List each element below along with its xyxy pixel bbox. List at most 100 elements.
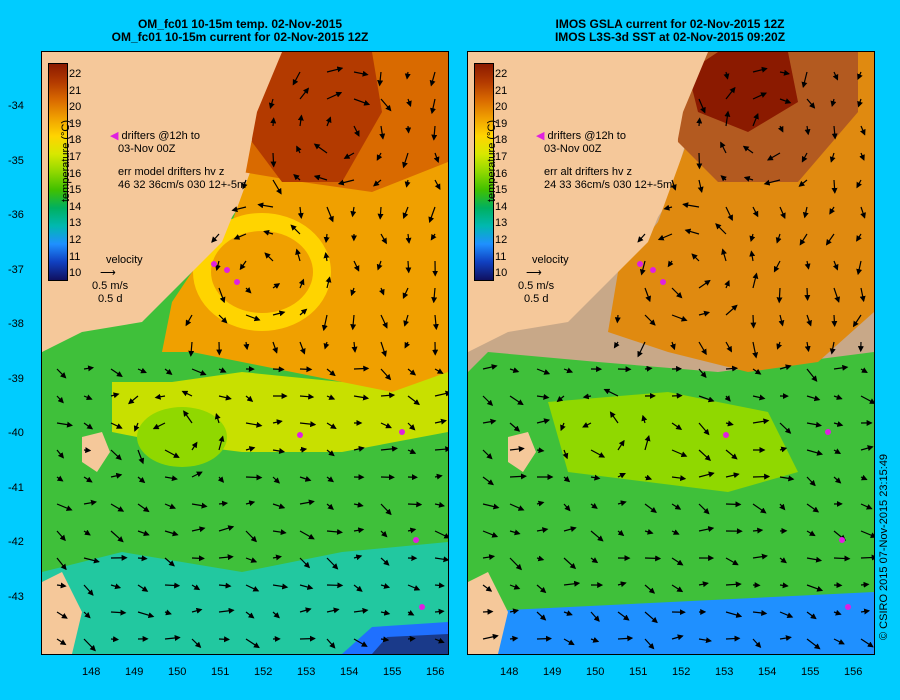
velocity-arrow (536, 555, 545, 562)
velocity-arrow (272, 529, 287, 536)
velocity-arrow (407, 368, 417, 376)
velocity-arrow (671, 557, 684, 566)
drifters-label-2: 03-Nov 00Z (544, 143, 602, 155)
velocity-arrow (380, 368, 392, 381)
velocity-arrow (402, 287, 409, 300)
velocity-arrow (164, 582, 181, 589)
velocity-arrow (582, 393, 592, 400)
velocity-arrow (698, 422, 710, 436)
velocity-arrow (833, 555, 851, 562)
velocity-arrow (164, 635, 181, 641)
velocity-arrow (779, 422, 792, 434)
velocity-arrow (806, 98, 816, 109)
velocity-arrow (56, 475, 64, 482)
longitude-tick: 156 (844, 666, 863, 678)
velocity-arrow (353, 260, 360, 272)
colorbar-label: 22 (495, 68, 508, 80)
velocity-arrow (323, 252, 330, 262)
velocity-arrow (181, 390, 193, 397)
velocity-arrow (724, 110, 731, 127)
velocity-arrow (671, 529, 680, 535)
velocity-arrow (752, 66, 768, 73)
velocity-arrow (434, 179, 441, 191)
velocity-arrow (353, 607, 369, 614)
velocity-arrow (137, 584, 149, 592)
right-map-panel: 22 21 20 19 18 17 16 15 14 13 12 11 10 temperature (… (467, 51, 875, 655)
velocity-arrow (752, 341, 759, 359)
velocity-arrow (110, 636, 120, 643)
velocity-arrow (617, 581, 627, 588)
velocity-arrow (432, 314, 439, 331)
velocity-arrow (380, 636, 390, 643)
velocity-arrow (218, 435, 225, 451)
velocity-arrow (723, 71, 730, 80)
velocity-arrow (218, 582, 232, 589)
velocity-arrow (617, 473, 626, 479)
colorbar-label: 20 (69, 101, 82, 114)
velocity-arrow (831, 314, 838, 328)
velocity-arrow (720, 175, 727, 182)
velocity-arrow (617, 500, 627, 507)
velocity-arrow-icon: ⟶ (100, 267, 116, 279)
velocity-arrow (83, 422, 94, 430)
velocity-arrow (563, 638, 575, 646)
velocity-arrows (482, 66, 874, 650)
velocity-arrow (434, 446, 448, 453)
left-map-panel: 22 21 20 19 18 17 16 15 14 13 12 11 10 temperature (… (41, 51, 449, 655)
velocity-arrow (617, 529, 625, 537)
velocity-arrow (779, 611, 794, 618)
velocity-arrow (429, 71, 436, 87)
velocity-arrow (56, 421, 73, 428)
velocity-arrow (272, 554, 282, 561)
velocity-arrow (245, 500, 256, 507)
velocity-arrow (749, 250, 756, 262)
velocity-arrow (724, 279, 730, 289)
island (508, 432, 536, 472)
velocity-arrow (833, 364, 849, 371)
velocity-arrow (806, 421, 822, 428)
longitude-tick: 150 (586, 666, 605, 678)
velocity-arrow (56, 368, 67, 379)
velocity-arrow (430, 98, 436, 115)
velocity-arrow (164, 530, 179, 537)
velocity-arrow (725, 449, 738, 460)
latitude-tick: -41 (8, 481, 24, 494)
hot-eddy (247, 52, 382, 182)
velocity-arrow (833, 421, 844, 427)
velocity-arrow (698, 471, 715, 478)
velocity-arrow (407, 422, 416, 431)
velocity-arrow (137, 611, 155, 619)
velocity-arrow (860, 395, 874, 404)
velocity-arrow (299, 87, 310, 100)
velocity-arrow (560, 422, 566, 432)
velocity-arrow (509, 422, 521, 432)
coastline-land (468, 52, 708, 352)
velocity-arrow (373, 179, 382, 187)
velocity-arrow (110, 472, 123, 479)
velocity-arrow (241, 179, 248, 190)
velocity-arrow (590, 530, 604, 542)
velocity-arrow (779, 69, 790, 76)
velocity-arrow (233, 233, 247, 240)
velocity-arrow (799, 233, 808, 246)
err-line-2: 46 32 36cm/s 030 12+-5m (118, 179, 247, 191)
velocity-arrow (326, 557, 339, 570)
velocity-arrow (833, 638, 845, 645)
velocity-arrow (752, 112, 759, 127)
eddy-ring (193, 213, 331, 331)
longitude-tick: 148 (82, 666, 101, 678)
velocity-arrow (434, 582, 445, 589)
velocity-label: velocity (532, 254, 569, 266)
velocity-arrow (563, 503, 571, 512)
velocity-arrow (698, 368, 707, 379)
drifters-legend: ◀ drifters @12h to 03-Nov 00Z (536, 130, 626, 156)
velocity-arrow (164, 609, 172, 616)
velocity-arrow (857, 71, 863, 80)
velocity-arrow (752, 368, 762, 375)
longitude-tick: 153 (297, 666, 316, 678)
velocity-arrow (725, 557, 739, 566)
velocity-arrow (698, 449, 711, 461)
velocity-arrow (430, 233, 437, 241)
velocity-arrow (766, 152, 781, 161)
velocity-arrow (806, 584, 824, 592)
